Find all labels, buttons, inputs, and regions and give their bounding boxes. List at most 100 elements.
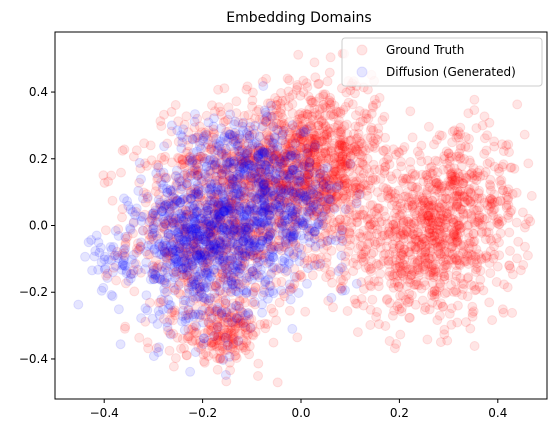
scatter-point [517, 207, 528, 218]
scatter-point [306, 120, 317, 131]
scatter-point [164, 206, 175, 217]
scatter-point [231, 205, 242, 216]
scatter-point [321, 272, 332, 283]
scatter-point [253, 249, 264, 260]
scatter-point [179, 170, 190, 181]
scatter-point [334, 170, 345, 181]
scatter-point [481, 145, 492, 156]
scatter-point [296, 120, 306, 131]
scatter-point [156, 249, 167, 260]
scatter-point [321, 222, 332, 233]
scatter-point [138, 187, 149, 198]
scatter-point [259, 220, 270, 231]
scatter-point [240, 198, 251, 209]
scatter-point [322, 76, 333, 87]
scatter-point [351, 182, 362, 193]
scatter-point [117, 204, 128, 214]
scatter-point [220, 295, 231, 306]
scatter-point [200, 257, 211, 268]
scatter-point [213, 84, 224, 95]
scatter-point [285, 231, 295, 242]
scatter-point [116, 167, 126, 178]
scatter-point [174, 276, 185, 287]
scatter-point [273, 185, 283, 196]
scatter-point [214, 150, 225, 161]
scatter-point [238, 157, 249, 168]
scatter-point [173, 116, 184, 127]
scatter-point [229, 212, 240, 222]
scatter-point [241, 250, 252, 261]
scatter-point [194, 244, 205, 255]
scatter-point [233, 117, 244, 128]
scatter-point [244, 204, 255, 215]
scatter-point [193, 235, 204, 246]
scatter-point [212, 189, 223, 200]
scatter-point [100, 225, 111, 236]
scatter-point [250, 253, 261, 264]
scatter-point [236, 145, 247, 156]
scatter-point [217, 169, 228, 180]
scatter-point [252, 252, 263, 263]
scatter-point [203, 134, 214, 145]
scatter-point [238, 236, 249, 247]
scatter-point [183, 277, 194, 288]
scatter-point [146, 155, 157, 166]
scatter-point [183, 127, 194, 138]
scatter-point [266, 243, 277, 254]
scatter-point [212, 217, 223, 228]
scatter-point [144, 234, 155, 245]
scatter-point [287, 323, 298, 334]
scatter-point [307, 127, 318, 138]
scatter-point [266, 223, 277, 234]
scatter-point [292, 158, 303, 169]
scatter-point [468, 306, 479, 317]
scatter-point [277, 216, 288, 226]
scatter-point [147, 215, 158, 226]
scatter-point [284, 149, 294, 160]
scatter-point [164, 203, 175, 214]
scatter-point [155, 199, 165, 210]
scatter-point [275, 163, 286, 174]
scatter-point [150, 211, 160, 221]
scatter-point [350, 144, 361, 155]
scatter-point [120, 231, 131, 242]
scatter-point [101, 270, 112, 281]
scatter-point [434, 282, 445, 293]
scatter-point [234, 161, 245, 172]
scatter-point [442, 335, 453, 346]
scatter-point [161, 260, 172, 271]
scatter-point [227, 174, 238, 185]
scatter-point [251, 194, 261, 205]
scatter-point [198, 175, 209, 186]
scatter-point [227, 283, 237, 294]
scatter-point [264, 280, 275, 291]
scatter-point [233, 169, 243, 180]
scatter-point [225, 240, 236, 251]
scatter-point [211, 141, 222, 152]
scatter-point [258, 174, 268, 185]
scatter-point [253, 104, 264, 115]
scatter-point [242, 81, 253, 92]
scatter-point [227, 199, 238, 210]
scatter-point [305, 157, 316, 168]
scatter-point [189, 188, 200, 199]
scatter-point [224, 242, 235, 253]
scatter-point [171, 266, 182, 277]
scatter-point [296, 230, 306, 241]
scatter-point [200, 200, 211, 211]
scatter-point [269, 145, 280, 156]
scatter-point [235, 189, 246, 200]
scatter-point [172, 196, 183, 206]
scatter-point [264, 161, 275, 172]
scatter-point [304, 133, 315, 143]
scatter-point [236, 145, 247, 156]
scatter-point [274, 242, 284, 252]
scatter-point [281, 184, 292, 195]
scatter-point [230, 320, 241, 331]
scatter-point [173, 287, 184, 298]
scatter-point [155, 167, 166, 178]
scatter-point [380, 132, 391, 143]
scatter-point [159, 141, 170, 152]
scatter-point [290, 214, 301, 225]
scatter-point [464, 248, 474, 259]
